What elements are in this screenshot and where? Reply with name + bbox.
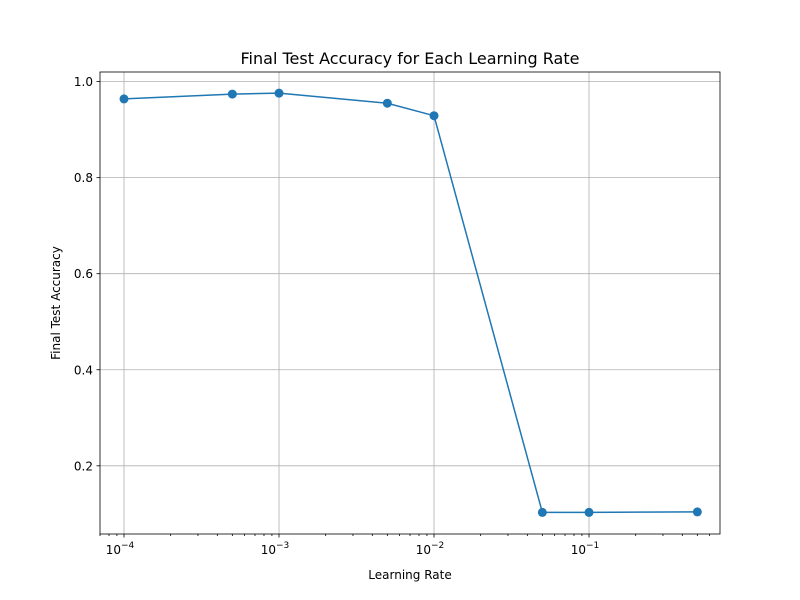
y-axis-label: Final Test Accuracy [49, 246, 63, 360]
grid-lines [100, 72, 720, 534]
data-point [537, 507, 547, 517]
series-line [123, 92, 698, 514]
y-tick-label: 0.6 [74, 267, 93, 281]
data-point [274, 88, 284, 98]
series-layer [119, 88, 702, 517]
y-tick-label: 0.2 [74, 459, 93, 473]
data-point [227, 89, 237, 99]
x-tick-label: 10−2 [416, 541, 445, 557]
x-tick-label: 10−1 [571, 541, 600, 557]
axis-ticks [96, 81, 711, 538]
data-point [692, 507, 702, 517]
y-tick-label: 0.8 [74, 171, 93, 185]
x-tick-label: 10−3 [261, 541, 290, 557]
y-tick-label: 0.4 [74, 363, 93, 377]
x-axis-label: Learning Rate [368, 568, 451, 582]
data-point [429, 111, 439, 121]
data-point [584, 507, 594, 517]
chart-title: Final Test Accuracy for Each Learning Ra… [241, 49, 580, 68]
x-tick-label: 10−4 [106, 541, 135, 557]
y-tick-label: 1.0 [74, 75, 93, 89]
data-point [119, 94, 129, 104]
tick-labels: 10−4 10−3 10−2 10−1 0.2 0.4 0.6 0.8 1.0 [74, 75, 599, 557]
data-point [382, 98, 392, 108]
